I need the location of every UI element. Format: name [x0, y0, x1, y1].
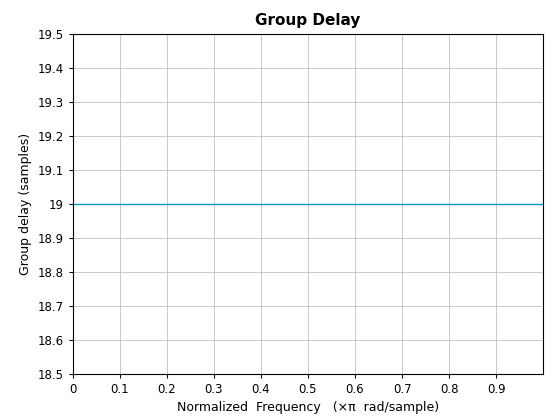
Title: Group Delay: Group Delay [255, 13, 361, 28]
X-axis label: Normalized  Frequency   (×π  rad/sample): Normalized Frequency (×π rad/sample) [177, 402, 439, 415]
Y-axis label: Group delay (samples): Group delay (samples) [19, 133, 32, 275]
